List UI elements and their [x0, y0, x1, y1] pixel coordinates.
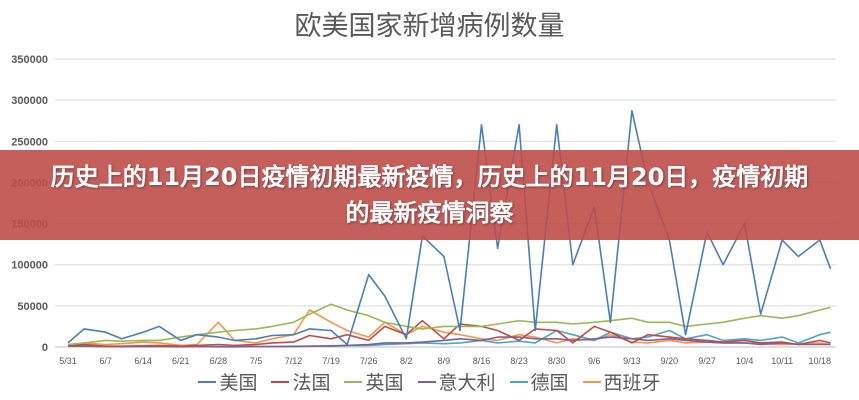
legend-label: 西班牙 [603, 372, 661, 394]
y-tick-label: 100000 [11, 260, 48, 272]
y-tick-label: 300000 [11, 95, 48, 107]
x-tick-label: 7/5 [250, 356, 263, 366]
x-tick-label: 6/28 [210, 356, 228, 366]
x-tick-label: 8/23 [510, 356, 528, 366]
series-line-3 [68, 336, 831, 348]
x-tick-label: 9/13 [623, 356, 641, 366]
legend: 美国 法国 英国 意大利 德国 西班牙 [0, 368, 859, 395]
legend-swatch [582, 380, 601, 383]
x-tick-label: 9/20 [661, 356, 679, 366]
y-tick-label: 50000 [17, 301, 48, 313]
legend-item: 西班牙 [582, 368, 661, 395]
legend-item: 意大利 [417, 368, 496, 395]
legend-swatch [271, 380, 290, 383]
x-tick-label: 6/7 [99, 356, 112, 366]
x-tick-label: 7/12 [285, 356, 303, 366]
legend-label: 美国 [219, 372, 258, 394]
legend-item: 英国 [344, 368, 404, 395]
x-tick-label: 8/9 [438, 356, 451, 366]
x-tick-label: 5/31 [59, 356, 77, 366]
x-tick-label: 10/4 [736, 356, 754, 366]
legend-swatch [417, 380, 436, 383]
legend-item: 美国 [198, 368, 257, 395]
legend-label: 意大利 [438, 372, 496, 394]
x-tick-label: 9/6 [588, 356, 601, 366]
headline-text: 历史上的11月20日疫情初期最新疫情，历史上的11月20日，疫情初期的最新疫情洞… [50, 163, 809, 227]
y-tick-label: 0 [42, 342, 48, 354]
y-tick-label: 250000 [11, 136, 48, 148]
x-tick-label: 8/2 [400, 356, 413, 366]
legend-swatch [344, 380, 363, 383]
series-line-1 [67, 319, 831, 348]
legend-item: 德国 [509, 368, 569, 395]
legend-label: 德国 [530, 372, 569, 394]
x-tick-label: 7/19 [322, 356, 340, 366]
x-tick-label: 9/27 [698, 356, 716, 366]
x-tick-label: 6/21 [172, 356, 190, 366]
x-tick-label: 10/11 [771, 356, 793, 366]
x-tick-label: 7/26 [360, 356, 378, 366]
legend-label: 法国 [292, 372, 331, 394]
chart-title: 欧美国家新增病例数量 [294, 11, 565, 42]
x-tick-label: 10/18 [809, 356, 832, 366]
legend-swatch [509, 380, 528, 383]
y-tick-label: 350000 [11, 54, 48, 66]
legend-swatch [198, 380, 217, 383]
legend-item: 法国 [271, 368, 330, 395]
x-tick-label: 8/30 [548, 356, 566, 366]
x-tick-label: 8/16 [473, 356, 491, 366]
x-tick-label: 6/14 [134, 356, 152, 366]
legend-label: 英国 [365, 372, 404, 394]
headline-banner: 历史上的11月20日疫情初期最新疫情，历史上的11月20日，疫情初期的最新疫情洞… [0, 150, 859, 240]
